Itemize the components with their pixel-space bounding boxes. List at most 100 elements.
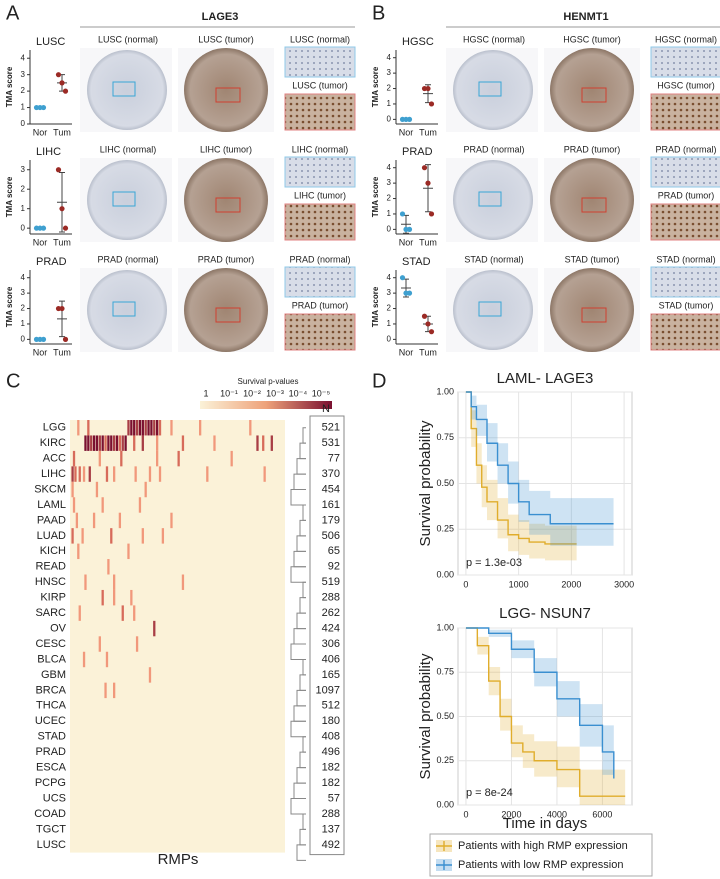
tissue-core	[453, 50, 533, 130]
zoom-image	[284, 313, 356, 351]
dendrogram	[293, 550, 306, 568]
heat-cell	[104, 435, 107, 451]
heat-cell	[78, 466, 81, 482]
y-tick-label: 0.50	[436, 478, 454, 488]
data-point	[55, 167, 62, 173]
heat-cell	[153, 620, 156, 637]
heat-cell	[113, 435, 116, 451]
n-value: 288	[322, 592, 340, 604]
heat-cell	[95, 435, 99, 451]
y-tick-label: 1	[387, 319, 392, 328]
data-point	[40, 225, 47, 231]
image-caption: LUSC (normal)	[98, 34, 158, 44]
heat-cell	[88, 466, 91, 482]
heat-cell	[144, 420, 147, 436]
row-label: GBM	[41, 669, 66, 681]
zoom-image	[284, 156, 356, 188]
row-label: PCPG	[35, 777, 66, 789]
data-point	[40, 104, 47, 111]
dendrogram	[293, 628, 306, 645]
n-value: 512	[322, 700, 340, 712]
n-value: 262	[322, 607, 340, 619]
heat-cell	[118, 435, 122, 451]
heat-cell	[170, 420, 173, 436]
dendrogram	[299, 519, 306, 537]
row-label: READ	[35, 561, 66, 573]
dendrogram	[299, 751, 306, 769]
row-label: LUAD	[37, 530, 66, 542]
n-value: 161	[322, 499, 340, 511]
zoom-box	[112, 191, 136, 207]
dendrogram	[296, 689, 306, 707]
image-caption: HGSC (tumor)	[563, 34, 621, 44]
n-value: 1097	[316, 684, 340, 696]
x-tick-label: Nor	[399, 347, 414, 357]
row-label: TGCT	[36, 823, 66, 835]
y-axis-label: TMA score	[5, 176, 14, 217]
x-tick-label: Tum	[53, 127, 71, 137]
zoom-box	[215, 307, 241, 323]
y-tick-label: 0.75	[436, 432, 454, 442]
row-label: ACC	[43, 453, 66, 465]
heat-cell	[71, 466, 74, 482]
n-value: 424	[322, 622, 340, 634]
tissue-core	[453, 270, 533, 350]
y-tick-label: 3	[387, 68, 392, 77]
y-tick-label: 4	[387, 53, 392, 62]
y-tick-label: 2	[21, 86, 26, 95]
survival-curve	[465, 391, 577, 545]
n-value: 519	[322, 576, 340, 588]
heat-cell	[77, 543, 80, 560]
zoom-box	[581, 307, 607, 323]
error-bar	[401, 214, 411, 234]
data-point	[421, 313, 428, 319]
heat-cell	[133, 605, 136, 621]
y-tick-label: 3	[387, 288, 392, 297]
legend-box	[429, 833, 653, 877]
heat-cell	[206, 466, 209, 482]
legend-tick-label: 10⁻¹	[220, 388, 238, 398]
heat-cell	[170, 512, 173, 529]
confidence-band	[465, 392, 577, 561]
y-tick-label: 2	[387, 84, 392, 93]
heat-cell	[158, 420, 162, 436]
y-tick-label: 0.25	[436, 755, 454, 765]
zoom-box	[112, 81, 136, 97]
image-caption: LIHC (normal)	[100, 144, 157, 154]
row-label: LUSC	[37, 839, 66, 851]
zoom-box	[215, 197, 241, 213]
data-point	[40, 336, 47, 342]
heat-cell	[84, 574, 87, 590]
n-value: 179	[322, 514, 340, 526]
heat-cell	[101, 435, 104, 451]
y-tick-label: 0	[21, 223, 26, 232]
heat-cell	[105, 651, 109, 668]
tissue-core	[184, 268, 268, 352]
heat-cell	[75, 512, 79, 529]
n-value: 137	[322, 823, 340, 835]
dendrogram	[302, 658, 306, 676]
tissue-core	[453, 160, 533, 240]
tissue-core	[550, 158, 634, 242]
dendrogram	[290, 720, 306, 738]
x-tick-label: 6000	[592, 809, 612, 819]
y-tick-label: 1.00	[436, 386, 454, 396]
n-header: N	[322, 403, 330, 415]
x-axis-label: Time in days	[503, 815, 587, 832]
image-caption: PRAD (tumor)	[658, 190, 715, 200]
error-bar	[57, 300, 67, 338]
heat-cell	[148, 466, 152, 482]
panel-label: D	[372, 370, 386, 392]
legend-label: Patients with low RMP expression	[458, 859, 623, 871]
row-label: COAD	[34, 808, 66, 820]
y-axis-label: Survival probability	[417, 420, 434, 546]
heat-cell	[141, 435, 144, 451]
x-tick-label: 2000	[501, 809, 521, 819]
heat-cell	[256, 435, 259, 451]
row-label: UCS	[43, 792, 66, 804]
zoom-box	[215, 87, 241, 103]
y-tick-label: 3	[21, 70, 26, 79]
row-label: UCEC	[35, 715, 66, 727]
p-value: p = 8e-24	[466, 787, 513, 799]
dendrogram	[290, 489, 306, 506]
